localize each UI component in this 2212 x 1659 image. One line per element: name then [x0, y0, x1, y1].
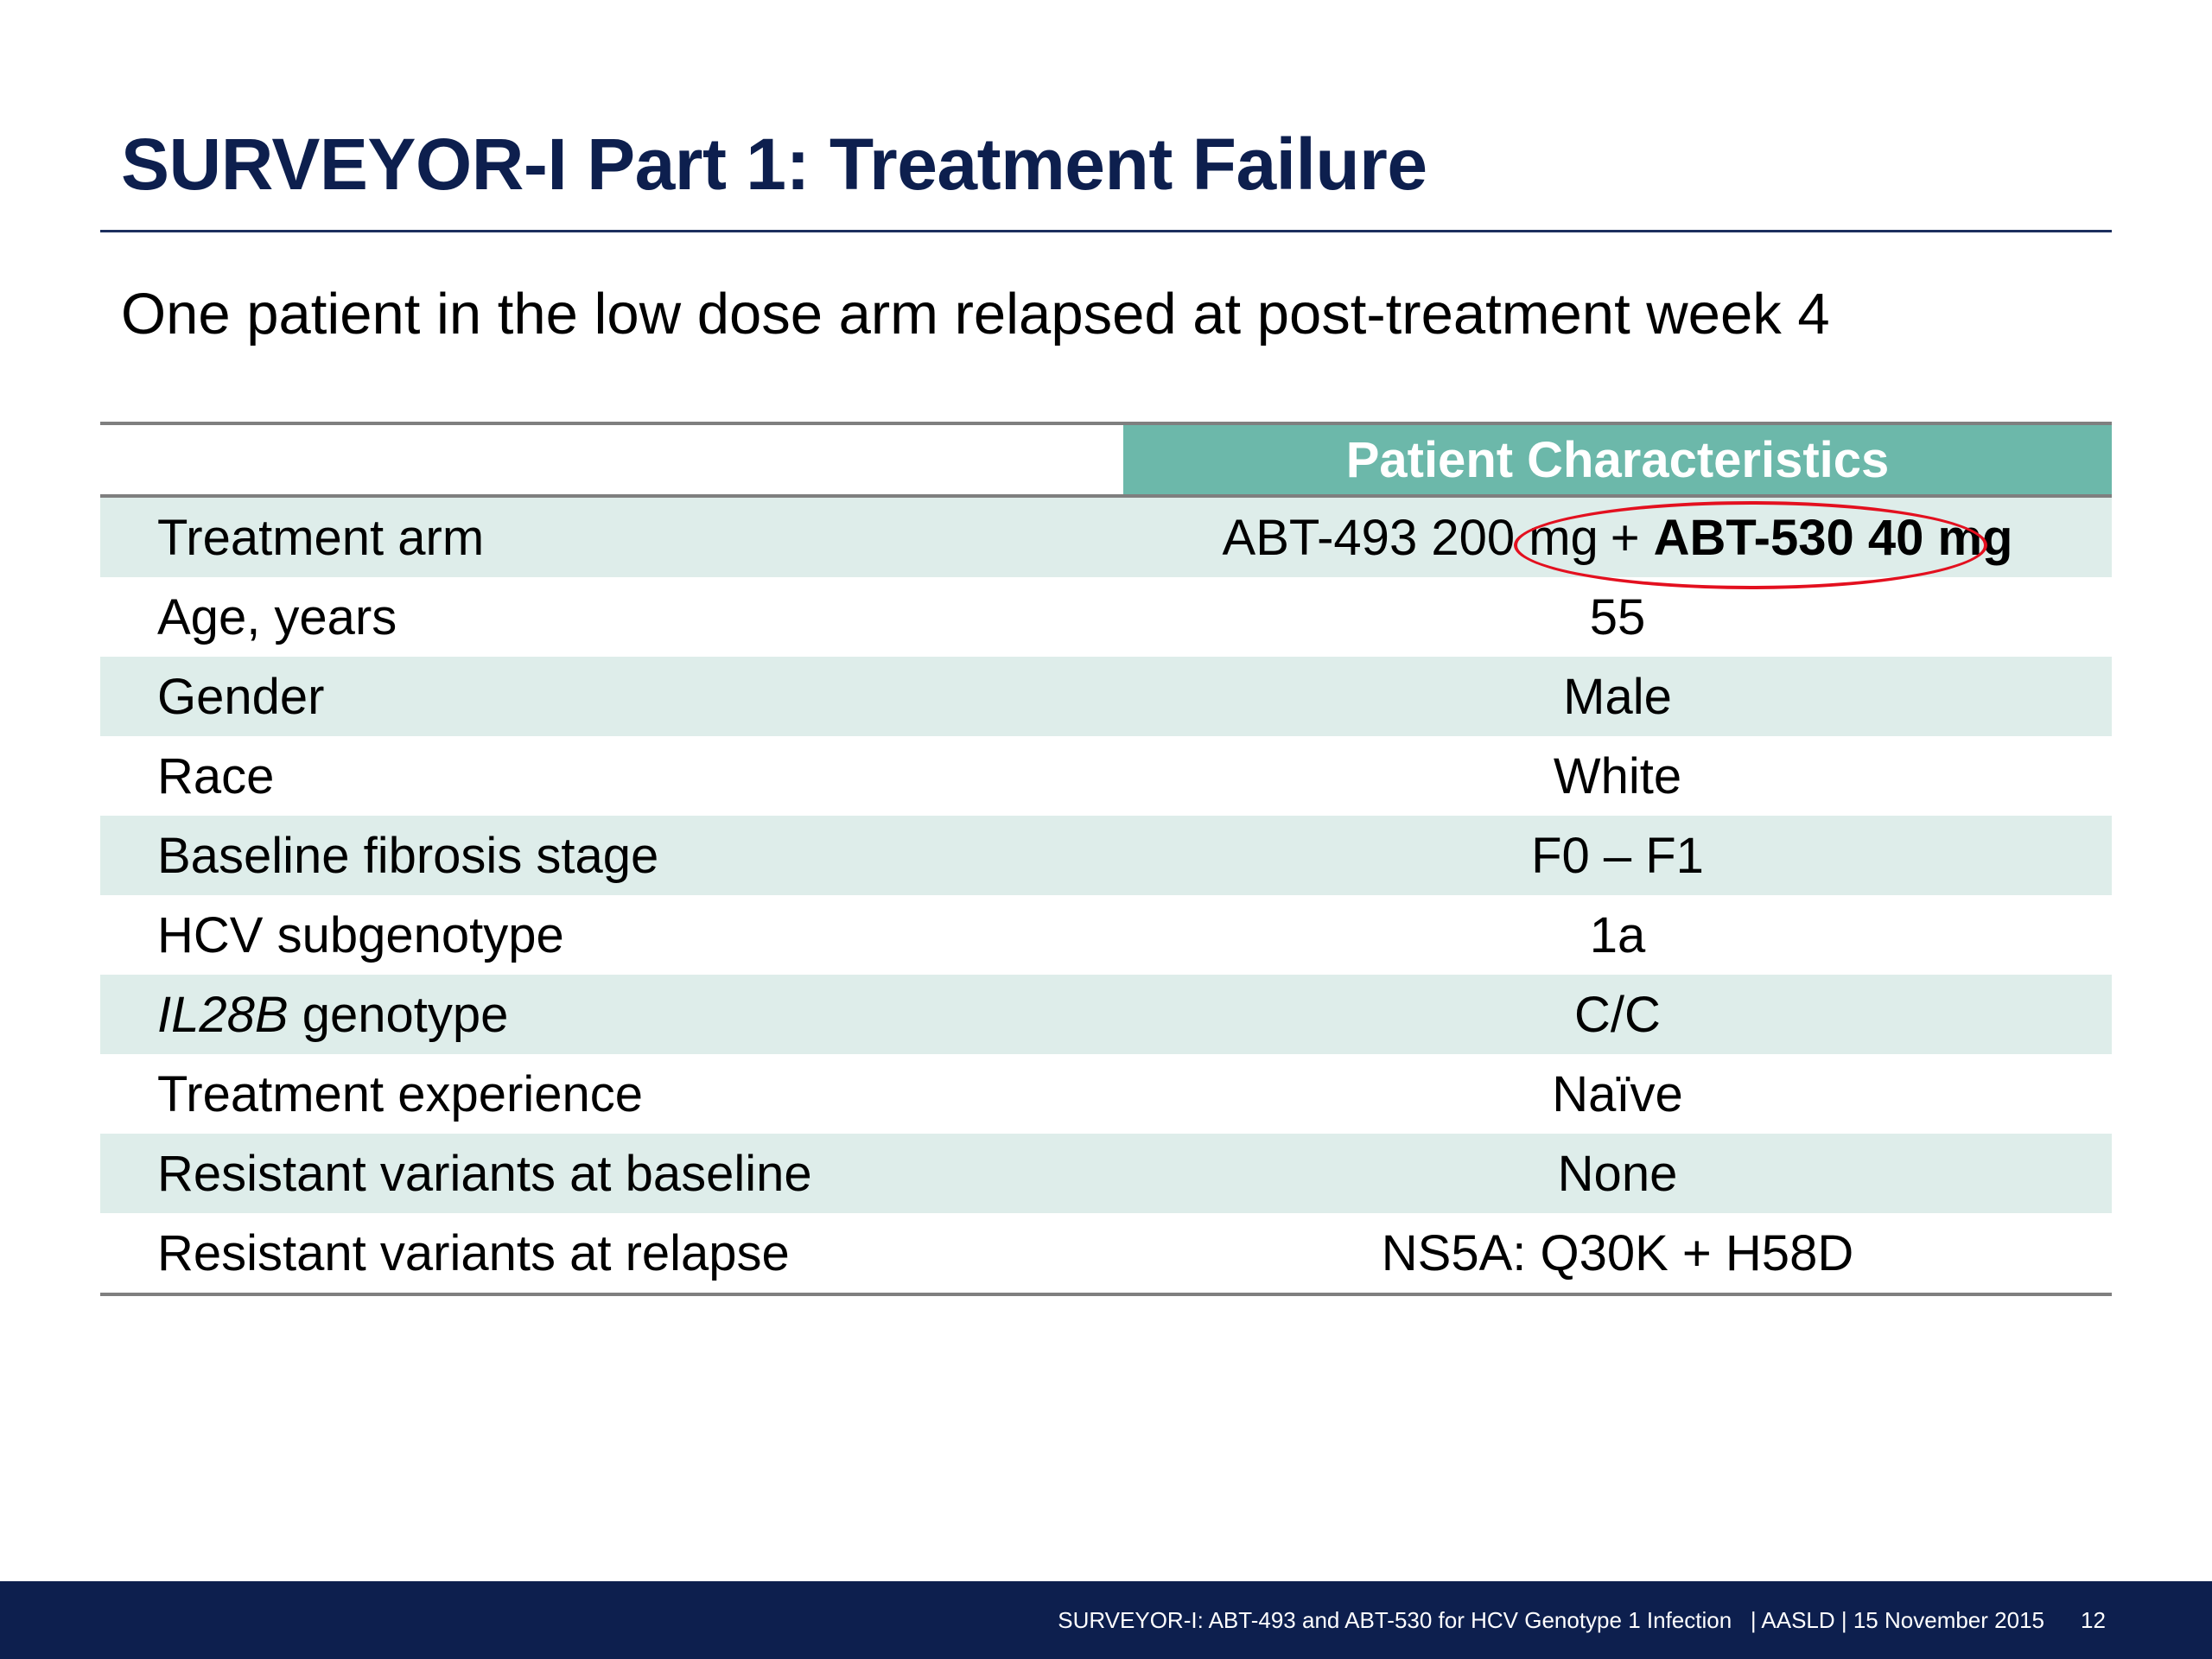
- table-header-rule: [100, 494, 2112, 498]
- table-body: Treatment arm ABT-493 200 mg + ABT-530 4…: [100, 498, 2112, 1293]
- table-row: Baseline fibrosis stage F0 – F1: [100, 816, 2112, 895]
- row-label-italic: IL28B: [157, 986, 289, 1043]
- table-row: Treatment experience Naïve: [100, 1054, 2112, 1134]
- row-label: Race: [157, 747, 275, 804]
- row-label: Age, years: [157, 588, 397, 645]
- row-label: Resistant variants at baseline: [157, 1145, 812, 1202]
- table-row: Resistant variants at relapse NS5A: Q30K…: [100, 1213, 2112, 1293]
- slide-title: SURVEYOR-I Part 1: Treatment Failure: [121, 124, 1427, 205]
- row-value: 1a: [1589, 906, 1646, 963]
- row-label: Treatment arm: [157, 509, 485, 566]
- row-label: Resistant variants at relapse: [157, 1224, 790, 1281]
- table-row: Resistant variants at baseline None: [100, 1134, 2112, 1213]
- row-value: Naïve: [1552, 1065, 1683, 1122]
- footer-bar: SURVEYOR-I: ABT-493 and ABT-530 for HCV …: [0, 1581, 2212, 1659]
- row-value: C/C: [1574, 986, 1661, 1043]
- row-label: Treatment experience: [157, 1065, 644, 1122]
- row-label: IL28B genotype: [157, 975, 508, 1054]
- row-value: Male: [1563, 668, 1672, 725]
- table-header-cell: Patient Characteristics: [1123, 425, 2112, 494]
- table-row: Race White: [100, 736, 2112, 816]
- footer-citation: SURVEYOR-I: ABT-493 and ABT-530 for HCV …: [1058, 1606, 2044, 1633]
- highlight-ellipse: [1514, 501, 1987, 589]
- table-row: IL28B genotype C/C: [100, 975, 2112, 1054]
- row-value: NS5A: Q30K + H58D: [1381, 1224, 1854, 1281]
- table-bottom-rule: [100, 1293, 2112, 1296]
- row-label: Gender: [157, 668, 325, 725]
- page-number: 12: [2081, 1606, 2106, 1633]
- table-row: Gender Male: [100, 657, 2112, 736]
- row-value: 55: [1589, 588, 1646, 645]
- title-divider: [100, 230, 2112, 232]
- row-value: F0 – F1: [1531, 827, 1704, 884]
- row-value: White: [1553, 747, 1682, 804]
- row-label-rest: genotype: [288, 986, 509, 1043]
- table-row: HCV subgenotype 1a: [100, 895, 2112, 975]
- table-row: Age, years 55: [100, 577, 2112, 657]
- slide-subtitle: One patient in the low dose arm relapsed…: [121, 282, 1830, 346]
- row-label: Baseline fibrosis stage: [157, 827, 659, 884]
- table-header-row: Patient Characteristics: [100, 425, 2112, 494]
- row-label: HCV subgenotype: [157, 906, 564, 963]
- table-top-rule: [100, 422, 2112, 425]
- row-value: None: [1557, 1145, 1678, 1202]
